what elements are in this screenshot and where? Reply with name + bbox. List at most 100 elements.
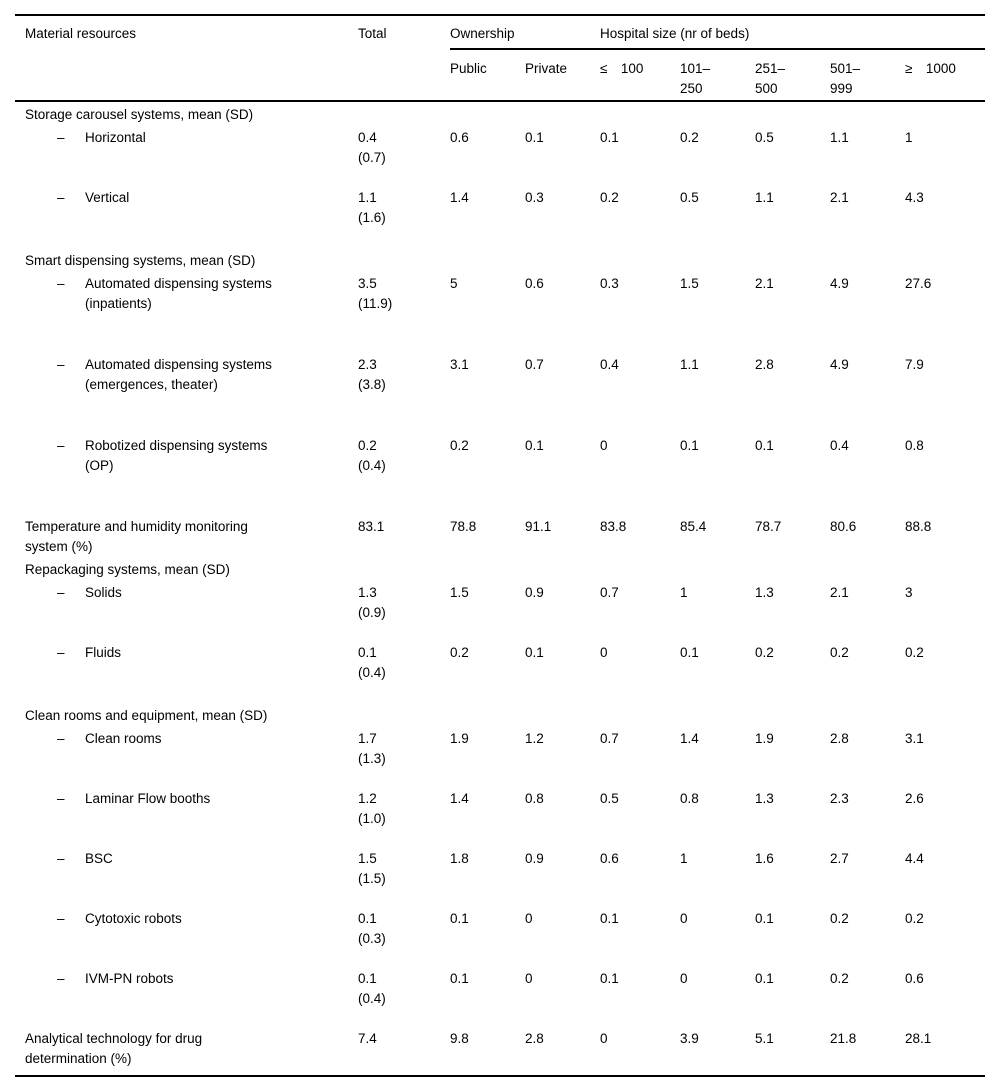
- table-row: – BSC 1.5 (1.5) 1.8 0.9 0.6 1 1.6 2.7 4.4: [15, 849, 985, 909]
- value-cell: 1.6: [755, 851, 774, 866]
- item-dash-icon: –: [57, 438, 65, 453]
- value-cell: 0.2: [830, 911, 849, 926]
- row-label: Clean rooms: [85, 731, 162, 746]
- value-cell: 1.9: [450, 731, 469, 746]
- row-label-cell: – BSC: [15, 849, 358, 909]
- value-cell: 0.4: [600, 357, 619, 372]
- value-cell: 2.8: [830, 731, 849, 746]
- row-label: Robotized dispensing systems (OP): [85, 438, 268, 473]
- table-row: – Horizontal 0.4 (0.7) 0.6 0.1 0.1 0.2 0.5 1.1 1: [15, 128, 985, 188]
- sub-header-cell: Private: [525, 49, 600, 102]
- value-cell: 4.9: [830, 276, 849, 291]
- value-cell: 5.1: [755, 1031, 774, 1046]
- value-cell: 1.5: [450, 585, 469, 600]
- row-label-cell: – Fluids: [15, 643, 358, 703]
- value-cell: 3: [905, 585, 913, 600]
- value-cell: 2.7: [830, 851, 849, 866]
- total-value: 83.1: [358, 519, 385, 534]
- row-label: Vertical: [85, 190, 130, 205]
- table-header: Material resources Total Ownership Hospi…: [15, 15, 986, 102]
- value-cell: 0: [680, 911, 688, 926]
- table-row: Analytical technology for drug determina…: [15, 1029, 985, 1076]
- value-cell: 0.8: [525, 791, 544, 806]
- value-cell: 0.2: [905, 645, 924, 660]
- row-label-cell: – Automated dispensing systems (emergence…: [15, 355, 358, 436]
- row-label-cell: – Automated dispensing systems (inpatient…: [15, 274, 358, 355]
- table-row: – Automated dispensing systems (inpatient…: [15, 274, 985, 355]
- total-sd: (11.9): [358, 296, 393, 311]
- total-cell: 83.1: [358, 517, 450, 557]
- row-label: Automated dispensing systems (inpatients…: [85, 276, 272, 311]
- value-cell: 1.3: [755, 791, 774, 806]
- value-cell: 2.1: [755, 276, 774, 291]
- total-cell: 0.2 (0.4): [358, 436, 450, 517]
- value-cell: 1.3: [755, 585, 774, 600]
- value-cell: 0.7: [600, 731, 619, 746]
- value-cell: 3.1: [905, 731, 924, 746]
- table-body: Storage carousel systems, mean (SD) – Hori…: [15, 101, 985, 1076]
- total-sd: (0.4): [358, 991, 386, 1006]
- sub-header-cell: 251– 500: [755, 49, 830, 102]
- value-cell: 0.1: [525, 645, 544, 660]
- row-label-cell: – Vertical: [15, 188, 358, 248]
- row-label: Horizontal: [85, 130, 146, 145]
- header-ownership: Ownership: [450, 15, 600, 50]
- item-dash-icon: –: [57, 731, 65, 746]
- item-dash-icon: –: [57, 911, 65, 926]
- row-label-cell: – Robotized dispensing systems (OP): [15, 436, 358, 517]
- total-value: 2.3: [358, 357, 377, 372]
- sub-header-cell: ≥ 1000: [905, 49, 986, 102]
- section-row: Clean rooms and equipment, mean (SD): [15, 703, 985, 729]
- value-cell: 0.1: [450, 911, 469, 926]
- total-sd: (1.3): [358, 751, 386, 766]
- item-dash-icon: –: [57, 791, 65, 806]
- value-cell: 0.2: [450, 645, 469, 660]
- value-cell: 2.3: [830, 791, 849, 806]
- section-label: Smart dispensing systems, mean (SD): [25, 253, 256, 268]
- value-cell: 0.9: [525, 851, 544, 866]
- value-cell: 4.3: [905, 190, 924, 205]
- row-label-cell: – Horizontal: [15, 128, 358, 188]
- section-row: Storage carousel systems, mean (SD): [15, 101, 985, 128]
- value-cell: 0.1: [755, 971, 774, 986]
- total-sd: (0.9): [358, 605, 386, 620]
- value-cell: 0.3: [525, 190, 544, 205]
- row-label: Temperature and humidity monitoring syst…: [25, 519, 248, 554]
- sub-header-cell: Public: [450, 49, 525, 102]
- sub-header-cell: ≤ 100: [600, 49, 680, 102]
- total-cell: 1.5 (1.5): [358, 849, 450, 909]
- value-cell: 91.1: [525, 519, 552, 534]
- value-cell: 78.8: [450, 519, 477, 534]
- value-cell: 1.1: [830, 130, 849, 145]
- header-total: Total: [358, 15, 450, 102]
- value-cell: 2.6: [905, 791, 924, 806]
- row-label-cell: – IVM-PN robots: [15, 969, 358, 1029]
- value-cell: 28.1: [905, 1031, 932, 1046]
- value-cell: 1: [905, 130, 913, 145]
- total-cell: 2.3 (3.8): [358, 355, 450, 436]
- value-cell: 9.8: [450, 1031, 469, 1046]
- row-label: Automated dispensing systems (emergences…: [85, 357, 272, 392]
- row-label: Analytical technology for drug determina…: [25, 1031, 203, 1066]
- value-cell: 85.4: [680, 519, 707, 534]
- value-cell: 0.1: [755, 438, 774, 453]
- total-cell: 1.2 (1.0): [358, 789, 450, 849]
- value-cell: 1: [680, 851, 688, 866]
- item-dash-icon: –: [57, 276, 65, 291]
- value-cell: 78.7: [755, 519, 782, 534]
- header-material-resources: Material resources: [15, 15, 358, 102]
- value-cell: 1.4: [680, 731, 699, 746]
- item-dash-icon: –: [57, 645, 65, 660]
- row-label-cell: – Laminar Flow booths: [15, 789, 358, 849]
- group-header-row: Material resources Total Ownership Hospi…: [15, 15, 986, 102]
- row-label: BSC: [85, 851, 113, 866]
- value-cell: 0.6: [600, 851, 619, 866]
- table-row: – Fluids 0.1 (0.4) 0.2 0.1 0 0.1 0.2 0.2 0.2: [15, 643, 985, 703]
- value-cell: 4.4: [905, 851, 924, 866]
- header-hospital-size: Hospital size (nr of beds): [600, 15, 986, 50]
- row-label: Fluids: [85, 645, 122, 660]
- value-cell: 0.1: [680, 438, 699, 453]
- value-cell: 1: [680, 585, 688, 600]
- value-cell: 2.1: [830, 190, 849, 205]
